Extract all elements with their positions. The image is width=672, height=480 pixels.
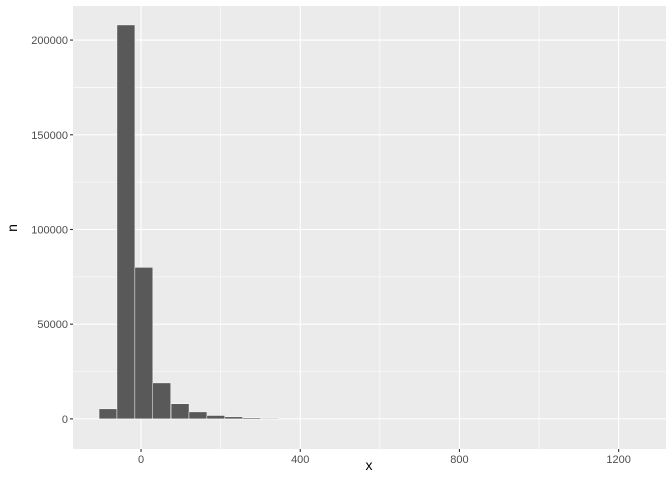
plot-panel [73, 6, 666, 449]
x-tick-label: 0 [138, 454, 144, 466]
y-tick-label: 200000 [31, 35, 68, 47]
y-tick-label: 50000 [37, 319, 68, 331]
x-tick-label: 800 [450, 454, 468, 466]
histogram-bar [98, 408, 118, 420]
y-axis-label: n [4, 224, 20, 232]
x-axis-label: x [366, 457, 373, 473]
histogram-bar [206, 415, 226, 420]
histogram-bar [242, 417, 261, 420]
histogram-bar [116, 24, 136, 420]
histogram-bar [188, 411, 208, 420]
histogram-bar [134, 267, 154, 420]
histogram-bar [224, 416, 244, 420]
y-tick-label: 100000 [31, 224, 68, 236]
x-tick-label: 400 [291, 454, 309, 466]
histogram-bar [170, 403, 190, 420]
histogram-bar [260, 417, 280, 420]
y-tick-label: 150000 [31, 130, 68, 142]
x-tick-label: 1200 [606, 454, 630, 466]
histogram-bar [152, 382, 171, 420]
y-tick-label: 0 [62, 414, 68, 426]
